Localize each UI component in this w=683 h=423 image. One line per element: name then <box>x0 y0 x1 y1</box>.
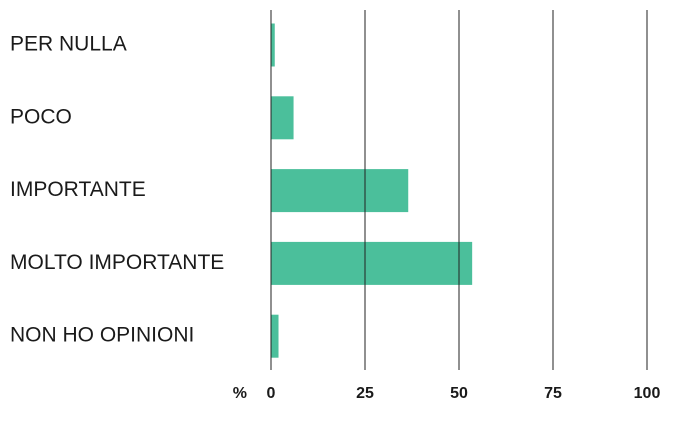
bar <box>271 241 473 285</box>
category-label: PER NULLA <box>10 33 127 56</box>
bar <box>271 96 294 140</box>
bar <box>271 23 275 67</box>
category-label: POCO <box>10 105 72 128</box>
category-label: NON HO OPINIONI <box>10 324 194 347</box>
x-tick-label: 0 <box>267 385 276 402</box>
category-label: IMPORTANTE <box>10 178 146 201</box>
x-tick-label: 50 <box>450 385 468 402</box>
bar <box>271 314 279 358</box>
x-tick-label: 25 <box>356 385 374 402</box>
category-label: MOLTO IMPORTANTE <box>10 251 224 274</box>
x-axis-label: % <box>233 385 247 402</box>
x-tick-label: 75 <box>544 385 562 402</box>
x-tick-label: 100 <box>634 385 661 402</box>
bar <box>271 169 409 213</box>
